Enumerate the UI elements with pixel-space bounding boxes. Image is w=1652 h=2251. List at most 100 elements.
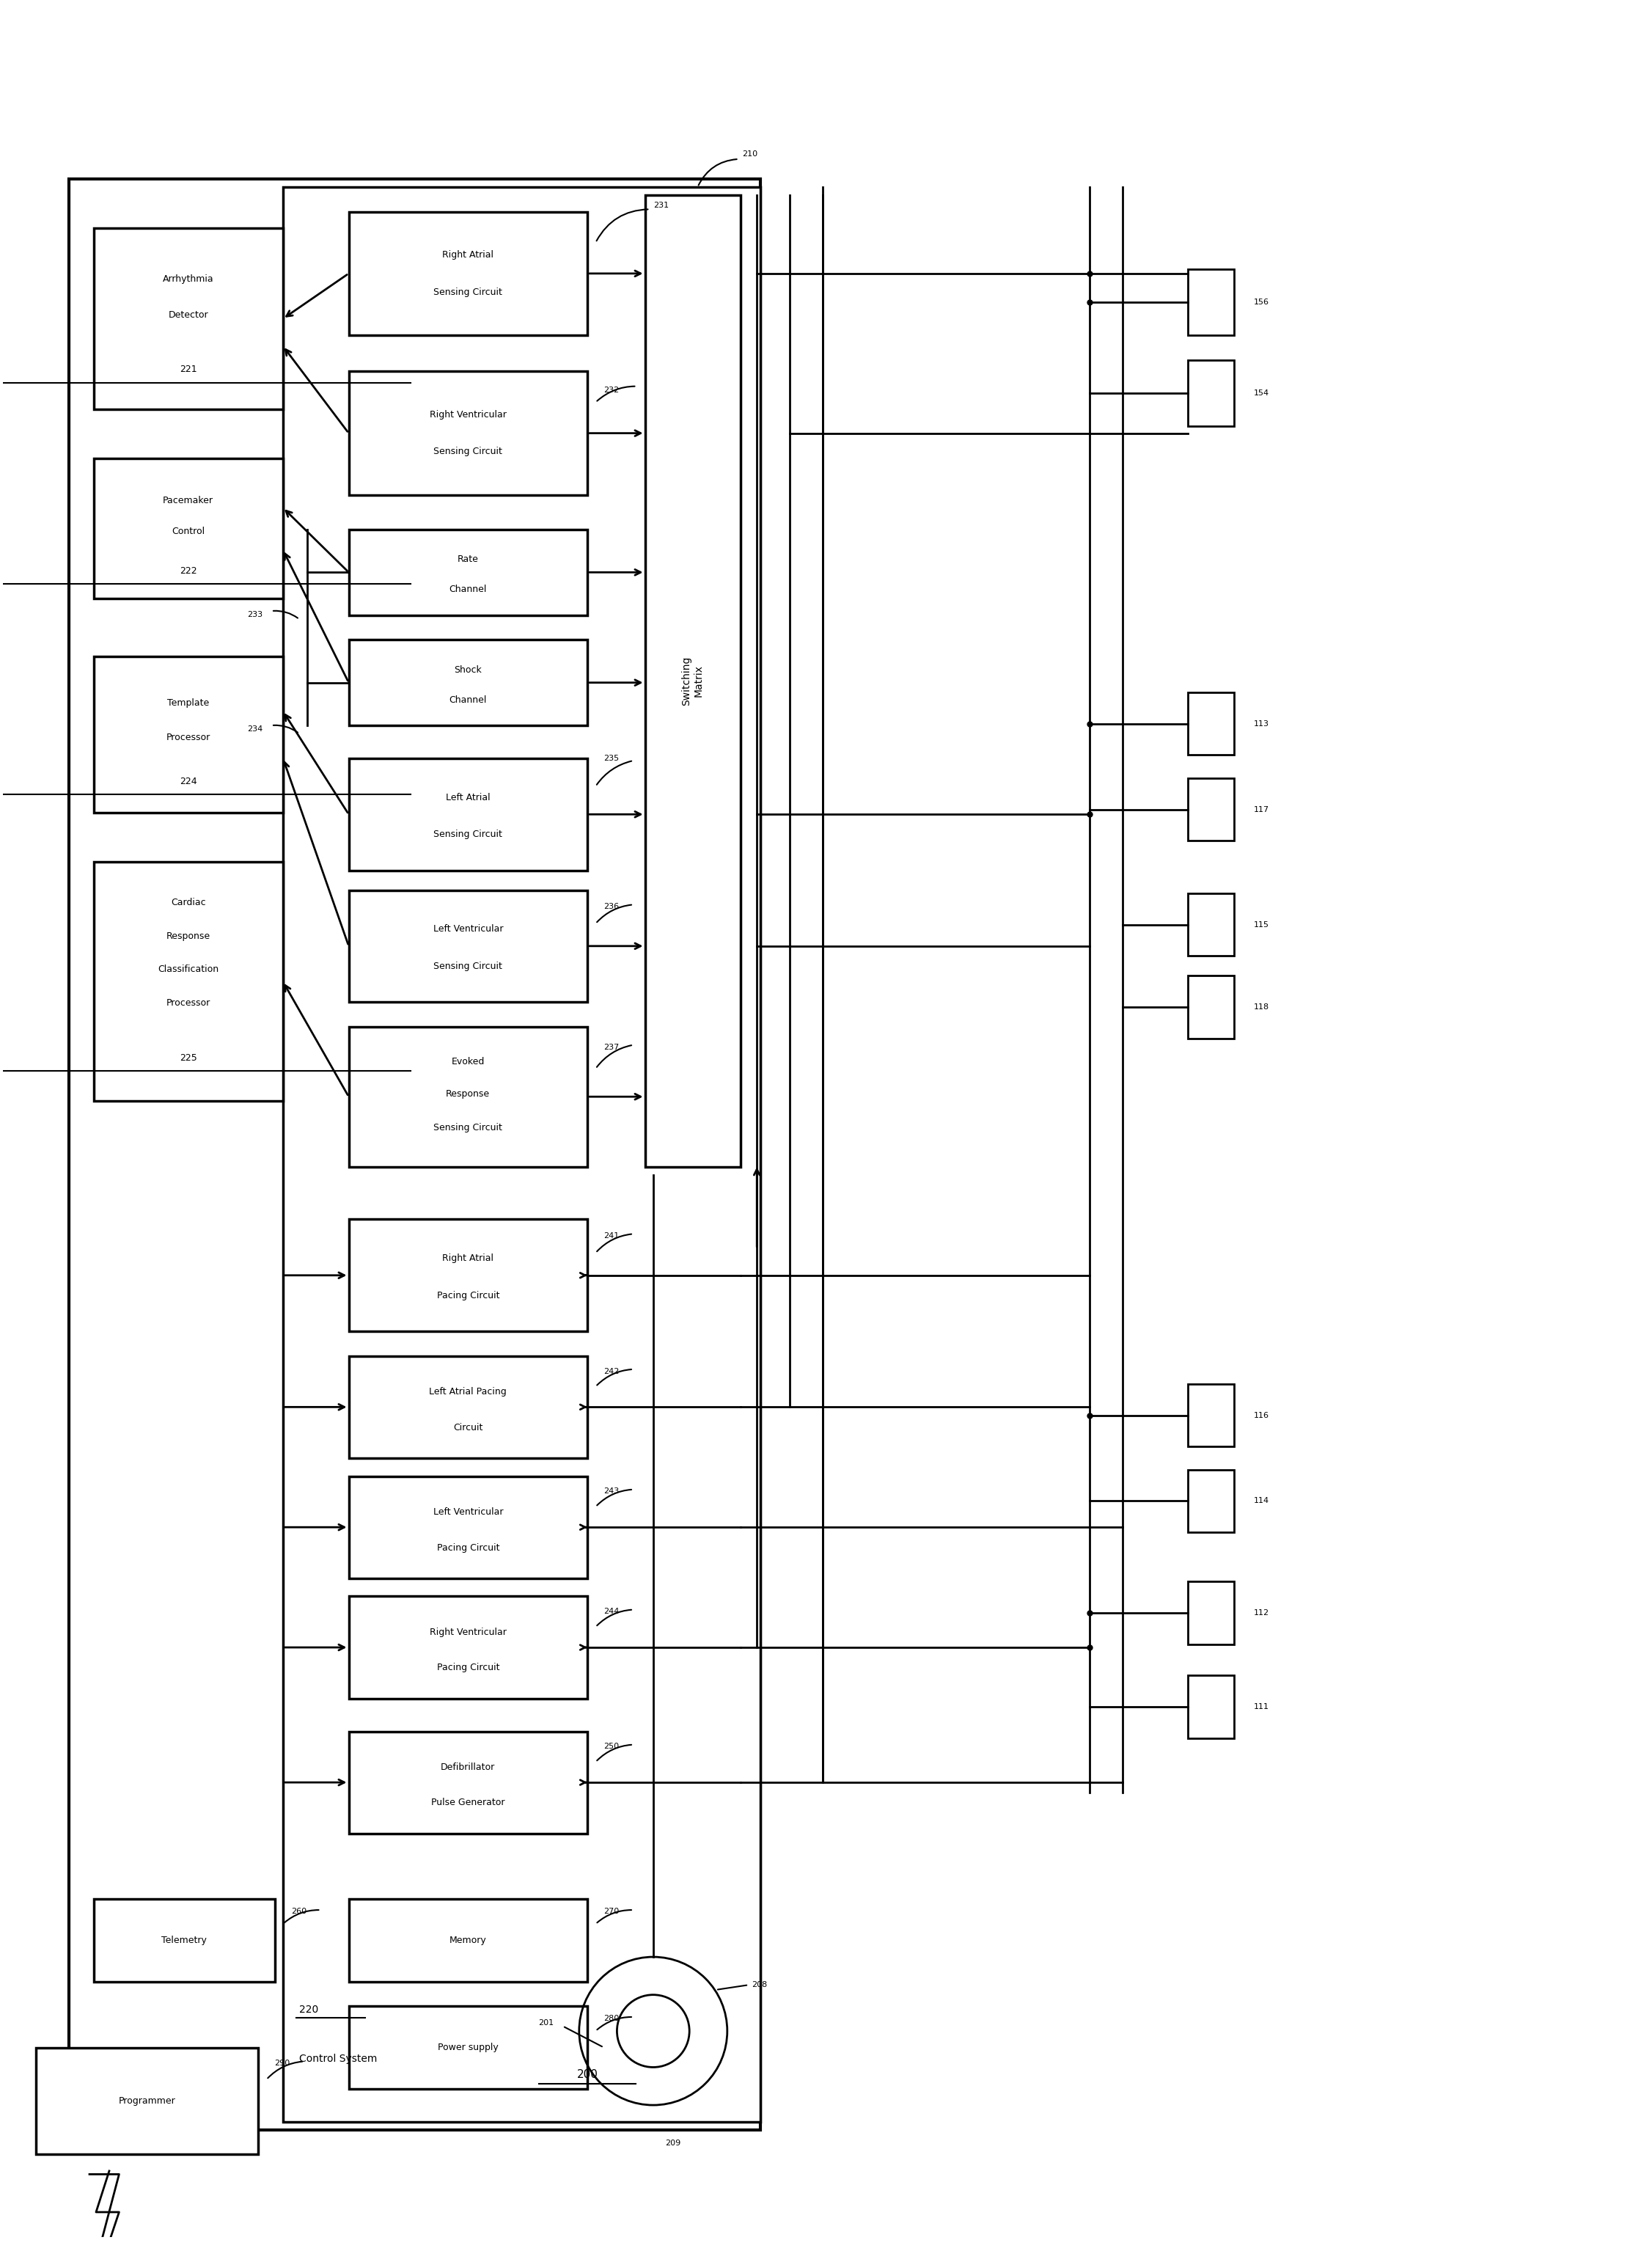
Text: Defibrillator: Defibrillator: [441, 1763, 496, 1772]
Text: 201: 201: [539, 2019, 553, 2026]
FancyBboxPatch shape: [1188, 270, 1234, 335]
Text: 244: 244: [603, 1607, 620, 1616]
Text: 260: 260: [291, 1909, 307, 1916]
Text: 224: 224: [180, 777, 197, 786]
Text: 234: 234: [248, 725, 263, 732]
FancyBboxPatch shape: [349, 1900, 588, 1981]
FancyBboxPatch shape: [282, 187, 760, 2120]
Text: Processor: Processor: [167, 997, 210, 1008]
Text: 111: 111: [1254, 1704, 1269, 1711]
FancyBboxPatch shape: [349, 2006, 588, 2089]
Text: Channel: Channel: [449, 696, 487, 705]
Text: 115: 115: [1254, 921, 1269, 927]
Text: Arrhythmia: Arrhythmia: [162, 275, 213, 284]
FancyBboxPatch shape: [349, 889, 588, 1002]
Text: Right Atrial: Right Atrial: [443, 1254, 494, 1263]
FancyBboxPatch shape: [349, 759, 588, 871]
Text: 231: 231: [653, 203, 669, 209]
Text: Left Ventricular: Left Ventricular: [433, 925, 502, 934]
Text: Sensing Circuit: Sensing Circuit: [433, 288, 502, 297]
Text: 209: 209: [666, 2138, 681, 2147]
Text: Pulse Generator: Pulse Generator: [431, 1799, 506, 1808]
Text: Evoked: Evoked: [451, 1058, 484, 1067]
FancyBboxPatch shape: [349, 1477, 588, 1578]
FancyBboxPatch shape: [1188, 894, 1234, 957]
Text: Cardiac: Cardiac: [170, 898, 206, 907]
Text: Sensing Circuit: Sensing Circuit: [433, 961, 502, 970]
FancyBboxPatch shape: [1188, 693, 1234, 754]
Text: Rate: Rate: [458, 554, 479, 565]
Text: Template: Template: [167, 698, 210, 709]
FancyBboxPatch shape: [1188, 1384, 1234, 1447]
Text: Sensing Circuit: Sensing Circuit: [433, 831, 502, 840]
Text: Classification: Classification: [157, 966, 218, 975]
Text: 221: 221: [180, 365, 197, 374]
Text: Processor: Processor: [167, 734, 210, 743]
Text: 117: 117: [1254, 806, 1269, 813]
Text: 113: 113: [1254, 720, 1269, 727]
Text: Right Ventricular: Right Ventricular: [430, 1627, 507, 1636]
Text: Circuit: Circuit: [453, 1423, 482, 1432]
Text: Right Ventricular: Right Ventricular: [430, 410, 507, 419]
Text: Control System: Control System: [299, 2053, 377, 2064]
Text: 243: 243: [603, 1488, 620, 1495]
Text: Response: Response: [167, 932, 210, 941]
Text: 237: 237: [603, 1044, 620, 1051]
Text: Memory: Memory: [449, 1936, 487, 1945]
FancyBboxPatch shape: [1188, 360, 1234, 425]
Text: 116: 116: [1254, 1411, 1269, 1418]
Text: 112: 112: [1254, 1609, 1269, 1616]
Text: 232: 232: [603, 387, 620, 394]
FancyBboxPatch shape: [349, 1596, 588, 1700]
FancyBboxPatch shape: [94, 227, 282, 410]
FancyBboxPatch shape: [349, 371, 588, 495]
FancyBboxPatch shape: [1188, 1582, 1234, 1643]
FancyBboxPatch shape: [349, 529, 588, 615]
Text: 270: 270: [603, 1909, 620, 1916]
Text: 118: 118: [1254, 1004, 1269, 1011]
FancyBboxPatch shape: [94, 657, 282, 813]
FancyBboxPatch shape: [349, 639, 588, 725]
FancyBboxPatch shape: [349, 212, 588, 335]
Text: Sensing Circuit: Sensing Circuit: [433, 448, 502, 457]
Text: Sensing Circuit: Sensing Circuit: [433, 1123, 502, 1132]
Text: Pacing Circuit: Pacing Circuit: [436, 1290, 499, 1301]
Text: 241: 241: [603, 1234, 620, 1240]
Text: 210: 210: [742, 151, 758, 158]
Text: Detector: Detector: [169, 311, 208, 320]
Text: Channel: Channel: [449, 585, 487, 594]
Text: Left Ventricular: Left Ventricular: [433, 1508, 502, 1517]
Text: 280: 280: [603, 2015, 620, 2021]
FancyBboxPatch shape: [349, 1026, 588, 1166]
Text: Switching
Matrix: Switching Matrix: [682, 657, 704, 705]
FancyBboxPatch shape: [349, 1220, 588, 1330]
Text: Programmer: Programmer: [119, 2096, 175, 2105]
Text: 200: 200: [577, 2069, 598, 2080]
Text: 225: 225: [180, 1053, 197, 1062]
Text: 235: 235: [603, 754, 620, 763]
Text: Shock: Shock: [454, 664, 482, 675]
Text: Control: Control: [172, 527, 205, 536]
Text: Left Atrial: Left Atrial: [446, 792, 491, 801]
FancyBboxPatch shape: [36, 2048, 258, 2154]
Text: 222: 222: [180, 565, 197, 576]
Text: 250: 250: [603, 1742, 620, 1751]
Text: 154: 154: [1254, 389, 1269, 396]
Text: 220: 220: [299, 2003, 319, 2015]
Text: 156: 156: [1254, 299, 1269, 306]
FancyBboxPatch shape: [69, 178, 760, 2129]
FancyBboxPatch shape: [1188, 975, 1234, 1038]
FancyBboxPatch shape: [1188, 1470, 1234, 1533]
Text: 114: 114: [1254, 1497, 1269, 1504]
Text: Response: Response: [446, 1089, 491, 1098]
FancyBboxPatch shape: [94, 862, 282, 1101]
Text: Right Atrial: Right Atrial: [443, 250, 494, 259]
Text: Telemetry: Telemetry: [162, 1936, 206, 1945]
FancyBboxPatch shape: [644, 196, 740, 1166]
Text: 233: 233: [248, 610, 263, 619]
Text: 242: 242: [603, 1369, 620, 1375]
Text: 208: 208: [752, 1981, 768, 1988]
Text: Power supply: Power supply: [438, 2042, 499, 2053]
Text: Pacemaker: Pacemaker: [164, 495, 213, 506]
Text: Left Atrial Pacing: Left Atrial Pacing: [430, 1387, 507, 1396]
